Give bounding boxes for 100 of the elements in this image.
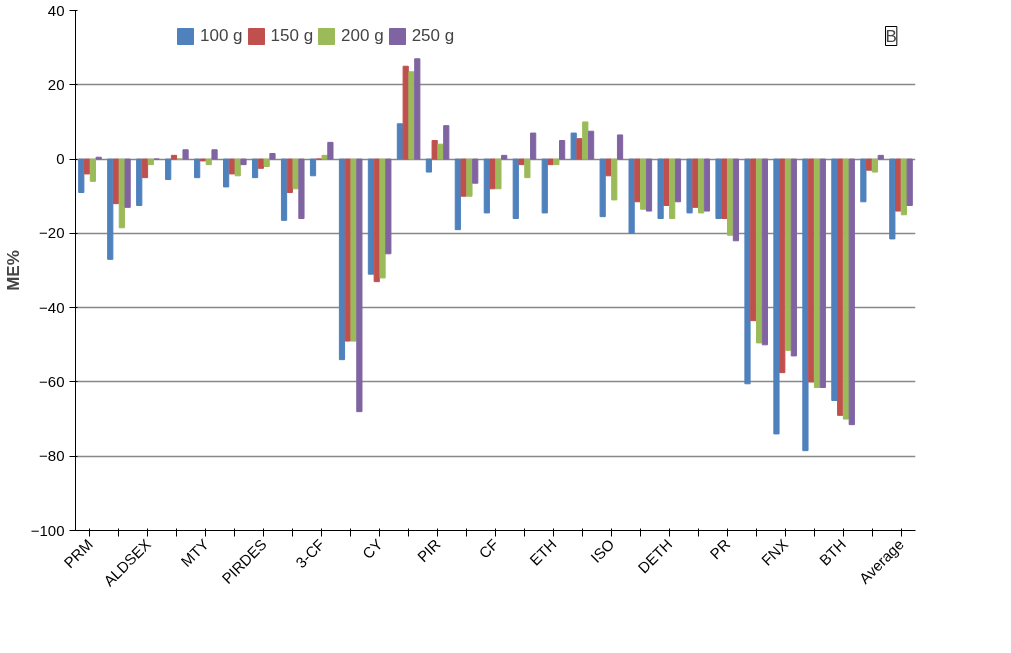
bar — [877, 154, 884, 160]
bar — [831, 158, 838, 401]
bar — [553, 158, 560, 166]
bar — [657, 158, 664, 219]
bar — [518, 158, 525, 166]
bar — [842, 158, 850, 420]
bar — [790, 158, 797, 357]
y-tick-label: −100 — [30, 521, 65, 539]
bar — [269, 153, 276, 160]
bar — [698, 158, 705, 214]
bar — [414, 58, 421, 160]
bar — [124, 158, 131, 208]
bar — [309, 158, 317, 177]
bar — [263, 158, 270, 167]
bar — [692, 158, 699, 208]
bar — [906, 158, 913, 206]
bar — [338, 158, 346, 361]
bar — [686, 158, 693, 214]
bar — [443, 125, 450, 160]
bar — [808, 158, 815, 383]
bar — [170, 154, 178, 160]
bar — [547, 158, 554, 166]
bar — [640, 158, 647, 210]
bar — [599, 158, 606, 218]
bar — [802, 158, 809, 452]
bar — [628, 158, 635, 234]
bar — [437, 143, 444, 160]
y-tick-label: −40 — [39, 298, 65, 316]
bar — [524, 158, 531, 179]
bar — [634, 158, 641, 203]
bar — [483, 158, 490, 214]
bar — [78, 158, 85, 193]
x-tick-label: PIR — [413, 535, 444, 566]
bar — [779, 158, 786, 374]
legend-label: 150 g — [270, 26, 314, 46]
bar — [165, 158, 172, 180]
bar — [570, 132, 577, 160]
bar — [773, 158, 780, 435]
bar — [408, 71, 415, 160]
bar — [425, 158, 432, 173]
bar — [813, 158, 821, 388]
bar — [744, 158, 751, 385]
bar — [703, 158, 711, 212]
bar — [860, 158, 867, 203]
bar — [205, 158, 212, 166]
bar — [472, 158, 479, 184]
bar — [280, 158, 288, 221]
bar — [819, 158, 826, 388]
bar — [616, 134, 624, 160]
bar — [251, 158, 259, 179]
x-tick-label: CY — [358, 535, 386, 563]
bar — [107, 158, 114, 260]
bar — [234, 158, 241, 177]
bar — [669, 158, 676, 219]
bar — [674, 158, 682, 203]
bar — [784, 158, 792, 351]
bar — [489, 158, 496, 190]
annotation: B — [885, 26, 897, 46]
x-tick-label: PR — [706, 535, 734, 563]
bar — [848, 158, 855, 426]
bar — [373, 158, 380, 283]
y-tick-label: 20 — [47, 75, 65, 93]
y-tick-label: −20 — [39, 224, 65, 242]
bar — [112, 158, 120, 205]
bar — [732, 158, 740, 242]
bar — [761, 158, 768, 346]
bar — [321, 154, 328, 160]
bar — [495, 158, 502, 190]
bar — [257, 158, 264, 169]
x-tick-label: ISO — [587, 535, 618, 566]
bar — [182, 149, 189, 160]
bar — [194, 158, 201, 179]
bar — [895, 158, 902, 212]
bar — [605, 158, 612, 177]
bar — [379, 158, 386, 279]
y-axis-title: ME% — [3, 250, 23, 291]
bar — [136, 158, 143, 206]
bar — [223, 158, 230, 188]
bar — [587, 130, 595, 160]
bar — [466, 158, 473, 197]
bar — [727, 158, 734, 236]
bar — [431, 140, 438, 160]
bar — [83, 158, 91, 175]
bar — [350, 158, 357, 342]
bar — [576, 138, 583, 160]
y-tick-label: 0 — [56, 150, 65, 168]
bar — [530, 132, 537, 160]
legend-label: 100 g — [200, 26, 243, 46]
bar — [240, 158, 247, 166]
bar — [611, 158, 618, 201]
x-tick-label: CF — [475, 535, 502, 562]
bar — [211, 149, 218, 160]
y-tick-label: −80 — [39, 447, 65, 465]
bar — [460, 158, 467, 197]
bar — [385, 158, 392, 255]
bar — [715, 158, 722, 219]
bar — [866, 158, 873, 171]
bar — [645, 158, 653, 212]
bar — [402, 65, 409, 160]
bar — [512, 158, 519, 219]
